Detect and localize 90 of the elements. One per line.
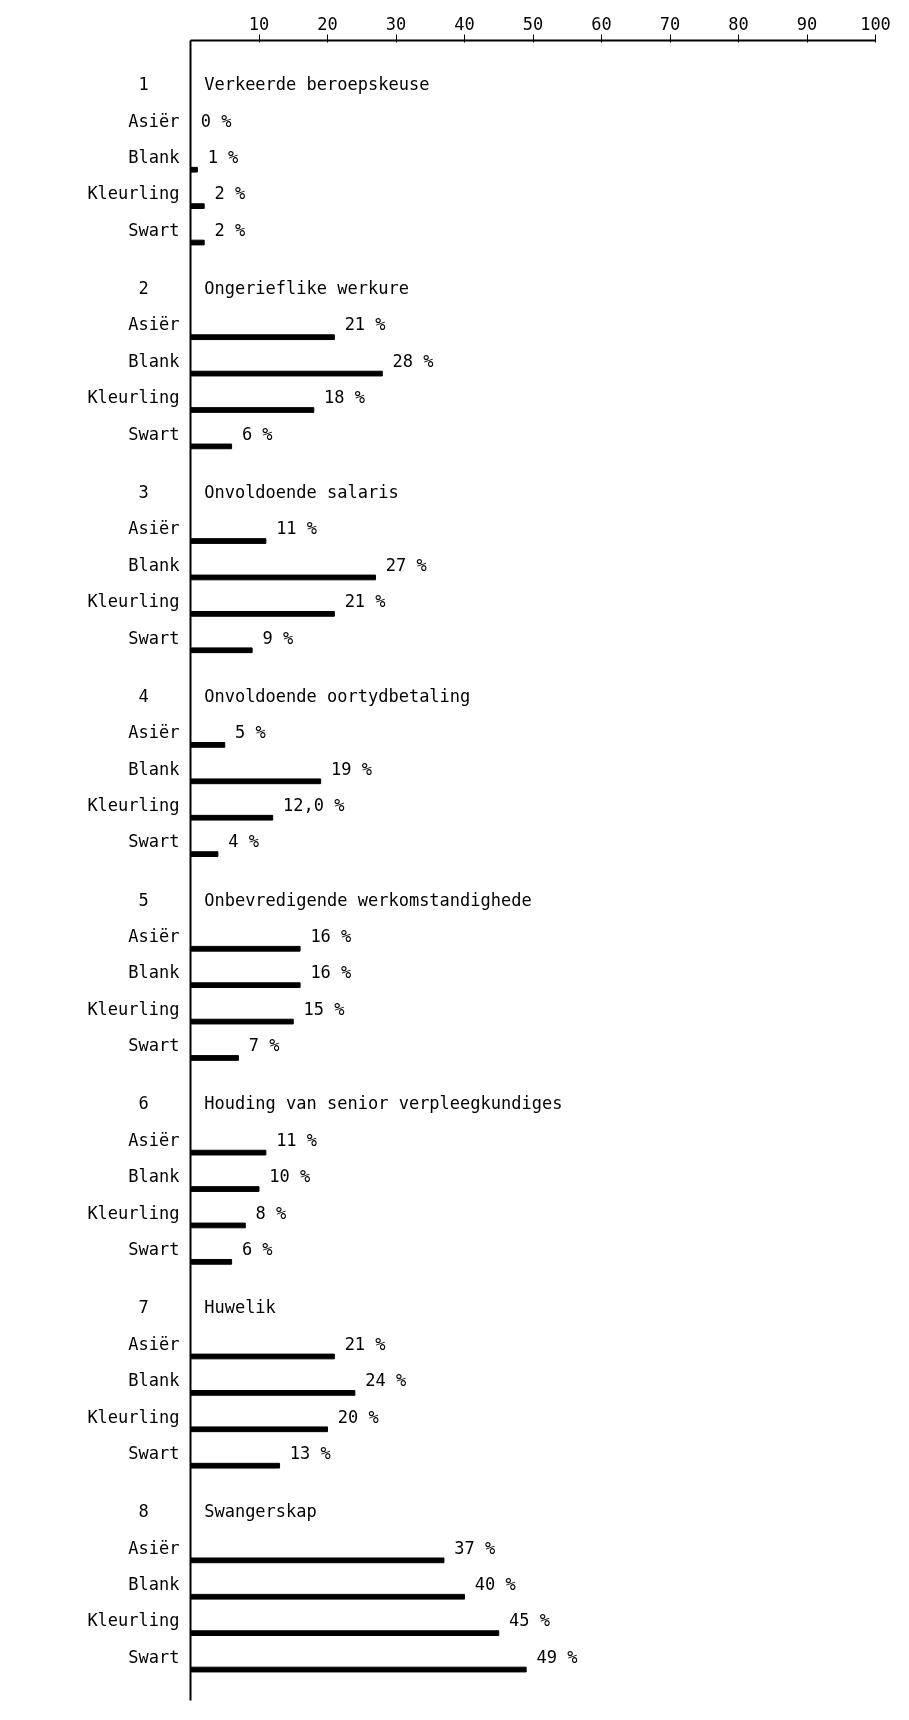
y-tick-label: Kleurling: [87, 1406, 180, 1427]
y-tick-label: Asiër: [128, 1129, 180, 1150]
text: 8: [138, 1501, 149, 1522]
data-label: 5 %: [235, 722, 266, 743]
y-tick-label: Swart: [128, 1239, 180, 1260]
data-label: 21 %: [344, 1333, 386, 1354]
y-tick-label: Blank: [128, 758, 180, 779]
x-tick-label: 40: [454, 13, 475, 34]
text: 4: [138, 685, 149, 706]
x-tick-label: 50: [522, 13, 544, 34]
data-label: 4 %: [228, 831, 259, 852]
data-label: 6 %: [241, 423, 273, 444]
data-label: 21 %: [344, 591, 386, 612]
data-label: 24 %: [365, 1370, 407, 1391]
x-tick-label: 30: [385, 13, 407, 34]
data-label: 40 %: [474, 1574, 516, 1595]
data-label: 7 %: [248, 1035, 280, 1056]
data-label: 1 %: [207, 146, 239, 167]
text: 2: [138, 278, 149, 299]
data-label: 13 %: [289, 1442, 331, 1463]
data-label: 49 %: [536, 1646, 578, 1667]
data-label: 15 %: [303, 998, 345, 1019]
x-tick-label: 80: [728, 13, 749, 34]
x-tick-label: 60: [591, 13, 612, 34]
data-label: 8 %: [255, 1202, 287, 1223]
y-tick-label: Swart: [128, 1035, 180, 1056]
y-tick-label: Swart: [128, 1646, 180, 1667]
data-label: 18 %: [324, 387, 366, 408]
data-label: 28 %: [392, 350, 434, 371]
annotation: Onvoldoende salaris: [204, 481, 399, 502]
y-tick-label: Blank: [128, 554, 180, 575]
y-tick-label: Swart: [128, 1442, 180, 1463]
data-label: 21 %: [344, 314, 386, 335]
y-tick-label: Asiër: [128, 722, 180, 743]
data-label: 2 %: [214, 183, 246, 204]
y-tick-label: Asiër: [128, 1537, 180, 1558]
y-tick-label: Swart: [128, 831, 180, 852]
y-tick-label: Swart: [128, 423, 180, 444]
y-tick-label: Blank: [128, 962, 180, 983]
data-label: 12,0 %: [282, 794, 345, 815]
y-tick-label: Asiër: [128, 926, 180, 947]
y-tick-label: Blank: [128, 350, 180, 371]
data-label: 45 %: [509, 1610, 550, 1631]
y-tick-label: Blank: [128, 146, 180, 167]
y-tick-label: Blank: [128, 1370, 180, 1391]
y-tick-label: Kleurling: [87, 1610, 180, 1631]
data-label: 9 %: [262, 627, 294, 648]
text: 5: [138, 889, 149, 910]
text: 1: [138, 74, 149, 95]
annotation: Swangerskap: [204, 1501, 317, 1522]
y-tick-label: Kleurling: [87, 387, 180, 408]
annotation: Verkeerde beroepskeuse: [204, 74, 430, 95]
y-tick-label: Asiër: [128, 1333, 180, 1354]
data-label: 6 %: [241, 1239, 273, 1260]
data-label: 37 %: [454, 1537, 496, 1558]
annotation: Ongerieflike werkure: [204, 278, 409, 299]
y-tick-label: Blank: [128, 1166, 180, 1187]
data-label: 16 %: [310, 926, 352, 947]
data-label: 10 %: [269, 1166, 311, 1187]
x-tick-label: 20: [317, 13, 338, 34]
x-tick-label: 90: [796, 13, 818, 34]
y-tick-label: Blank: [128, 1574, 180, 1595]
annotation: Houding van senior verpleegkundiges: [204, 1093, 563, 1114]
y-tick-label: Swart: [128, 627, 180, 648]
text: 3: [138, 481, 149, 502]
y-tick-label: Asiër: [128, 518, 180, 539]
data-label: 2 %: [214, 219, 246, 240]
y-tick-label: Asiër: [128, 314, 180, 335]
data-label: 27 %: [385, 554, 427, 575]
text: 6: [138, 1093, 149, 1114]
data-label: 0 %: [200, 110, 232, 131]
x-tick-label: 70: [659, 13, 681, 34]
data-label: 11 %: [276, 1129, 318, 1150]
y-tick-label: Kleurling: [87, 1202, 180, 1223]
y-tick-label: Swart: [128, 219, 180, 240]
annotation: Onvoldoende oortydbetaling: [204, 685, 471, 706]
x-tick-label: 10: [248, 13, 270, 34]
annotation: Huwelik: [204, 1297, 276, 1318]
y-tick-label: Asiër: [128, 110, 180, 131]
y-tick-label: Kleurling: [87, 794, 180, 815]
y-tick-label: Kleurling: [87, 183, 180, 204]
data-label: 11 %: [276, 518, 318, 539]
text: 7: [138, 1297, 149, 1318]
x-tick-label: 100: [860, 13, 891, 34]
data-label: 19 %: [330, 758, 372, 779]
y-tick-label: Kleurling: [87, 591, 180, 612]
data-label: 16 %: [310, 962, 352, 983]
y-tick-label: Kleurling: [87, 998, 180, 1019]
annotation: Onbevredigende werkomstandighede: [204, 889, 532, 910]
data-label: 20 %: [337, 1406, 379, 1427]
